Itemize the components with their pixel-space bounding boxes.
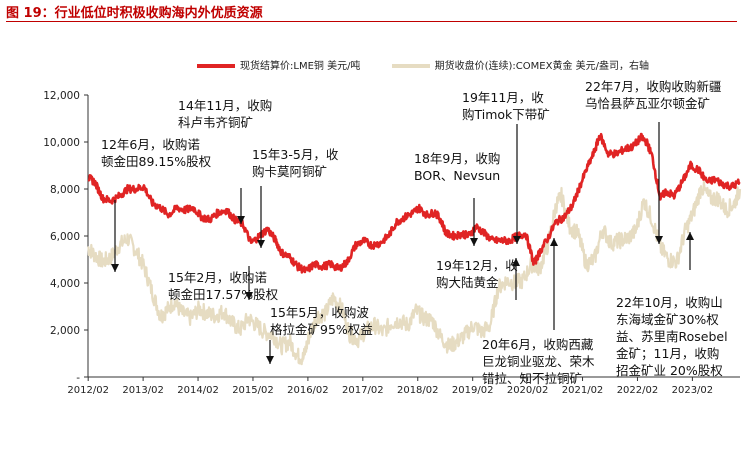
annotation-line: 14年11月，收购: [178, 98, 273, 113]
x-tick-label: 2016/02: [287, 385, 329, 396]
y-tick-label: -: [76, 372, 80, 384]
annotation-line: 巨龙铜业驱龙、荣木: [482, 354, 595, 369]
annotation-arrow-head: [655, 236, 663, 244]
y-tick-label: 6,000: [50, 231, 80, 243]
annotation-line: 15年3-5月，收: [252, 147, 339, 162]
annotation-line: 东海域金矿30%权: [616, 312, 719, 327]
annotation-line: 乌恰县萨瓦亚尔顿金矿: [585, 96, 711, 111]
annotation-arrow-head: [245, 292, 253, 300]
y-tick-label: 4,000: [50, 278, 80, 290]
x-tick-label: 2013/02: [122, 385, 164, 396]
annotation-arrow-head: [513, 236, 521, 244]
annotation-arrow-head: [266, 356, 274, 364]
annotation-line: 19年11月，收: [462, 90, 544, 105]
annotation-line: 益、苏里南Rosebel: [616, 329, 728, 344]
annotation-line: 22年10月，收购山: [616, 295, 723, 310]
annotation-line: 顿金田89.15%股权: [101, 154, 212, 169]
legend-item-comex-gold: 期货收盘价(连续):COMEX黄金 美元/盎司，右轴: [391, 57, 649, 72]
y-tick-label: 10,000: [43, 137, 80, 149]
annotation-arrow-head: [550, 238, 558, 246]
figure-title: 图 19：行业低位时积极收购海内外优质资源: [6, 6, 263, 21]
annotation-line: 错拉、知不拉铜矿: [482, 371, 583, 386]
y-tick-label: 2,000: [50, 325, 80, 337]
x-tick-label: 2014/02: [177, 385, 219, 396]
y-tick-label: 12,000: [43, 90, 80, 102]
annotation-line: 12年6月，收购诺: [101, 137, 200, 152]
annotation-arrow-head: [237, 216, 245, 224]
annotation-line: 购Timok下带矿: [462, 107, 550, 122]
legend-item-lme-copper: 现货结算价:LME铜 美元/吨: [197, 57, 360, 72]
legend-swatch-lme-copper: [197, 64, 235, 68]
x-tick-label: 2012/02: [67, 385, 109, 396]
annotation-text: 22年10月，收购山 东海域金矿30%权 益、苏里南Rosebel 金矿；11月，收购…: [616, 294, 728, 379]
x-tick-label: 2021/02: [562, 385, 604, 396]
annotation-line: 19年12月，收: [436, 258, 518, 273]
legend-label-lme-copper: 现货结算价:LME铜 美元/吨: [240, 61, 361, 72]
annotation-line: 科卢韦齐铜矿: [178, 115, 254, 130]
annotation-text: 15年5月，收购波 格拉金矿95%权益: [270, 304, 373, 338]
x-tick-label: 2019/02: [452, 385, 494, 396]
x-tick-label: 2020/02: [507, 385, 549, 396]
annotation-text: 19年11月，收 购Timok下带矿: [462, 89, 550, 123]
legend-label-comex-gold: 期货收盘价(连续):COMEX黄金 美元/盎司，右轴: [434, 61, 649, 72]
series-line-lme-copper: [87, 132, 741, 274]
annotation-arrow-head: [686, 232, 694, 240]
annotation-text: 22年7月，收购收购新疆 乌恰县萨瓦亚尔顿金矿: [585, 78, 721, 112]
annotation-line: 金矿；11月，收购: [616, 346, 720, 361]
y-tick-label: 8,000: [50, 184, 80, 196]
annotation-line: 18年9月，收购: [414, 151, 501, 166]
annotation-line: 格拉金矿95%权益: [270, 322, 373, 337]
x-tick-label: 2017/02: [342, 385, 384, 396]
x-tick-label: 2018/02: [397, 385, 439, 396]
annotation-line: BOR、Nevsun: [414, 168, 501, 183]
annotation-text: 15年3-5月，收 购卡莫阿铜矿: [252, 146, 338, 180]
x-tick-label: 2015/02: [232, 385, 274, 396]
annotation-line: 15年2月，收购诺: [168, 270, 267, 285]
x-tick-label: 2023/02: [672, 385, 714, 396]
chart-legend: 现货结算价:LME铜 美元/吨 期货收盘价(连续):COMEX黄金 美元/盎司，…: [197, 57, 677, 72]
annotation-arrow-head: [257, 240, 265, 248]
annotation-arrow-head: [512, 258, 520, 266]
annotation-text: 19年12月，收 购大陆黄金: [436, 257, 518, 291]
annotation-line: 20年6月，收购西藏: [482, 337, 594, 352]
annotation-line: 15年5月，收购波: [270, 305, 369, 320]
annotation-arrow-head: [111, 264, 119, 272]
annotation-line: 购卡莫阿铜矿: [252, 164, 328, 179]
title-rule: [6, 21, 737, 22]
series-line-comex-gold: [87, 180, 742, 366]
annotation-line: 22年7月，收购收购新疆: [585, 79, 722, 94]
annotation-line: 购大陆黄金: [436, 275, 499, 290]
annotation-line: 顿金田17.57%股权: [168, 287, 279, 302]
annotation-text: 20年6月，收购西藏 巨龙铜业驱龙、荣木 错拉、知不拉铜矿: [482, 336, 595, 387]
annotation-text: 14年11月，收购 科卢韦齐铜矿: [178, 97, 272, 131]
x-tick-label: 2022/02: [617, 385, 659, 396]
annotation-arrow-head: [470, 238, 478, 246]
annotation-text: 15年2月，收购诺 顿金田17.57%股权: [168, 269, 278, 303]
legend-swatch-comex-gold: [391, 64, 430, 68]
annotation-text: 18年9月，收购 BOR、Nevsun: [414, 150, 500, 184]
annotation-text: 12年6月，收购诺 顿金田89.15%股权: [101, 136, 211, 170]
annotation-line: 招金矿业 20%股权: [616, 363, 723, 378]
